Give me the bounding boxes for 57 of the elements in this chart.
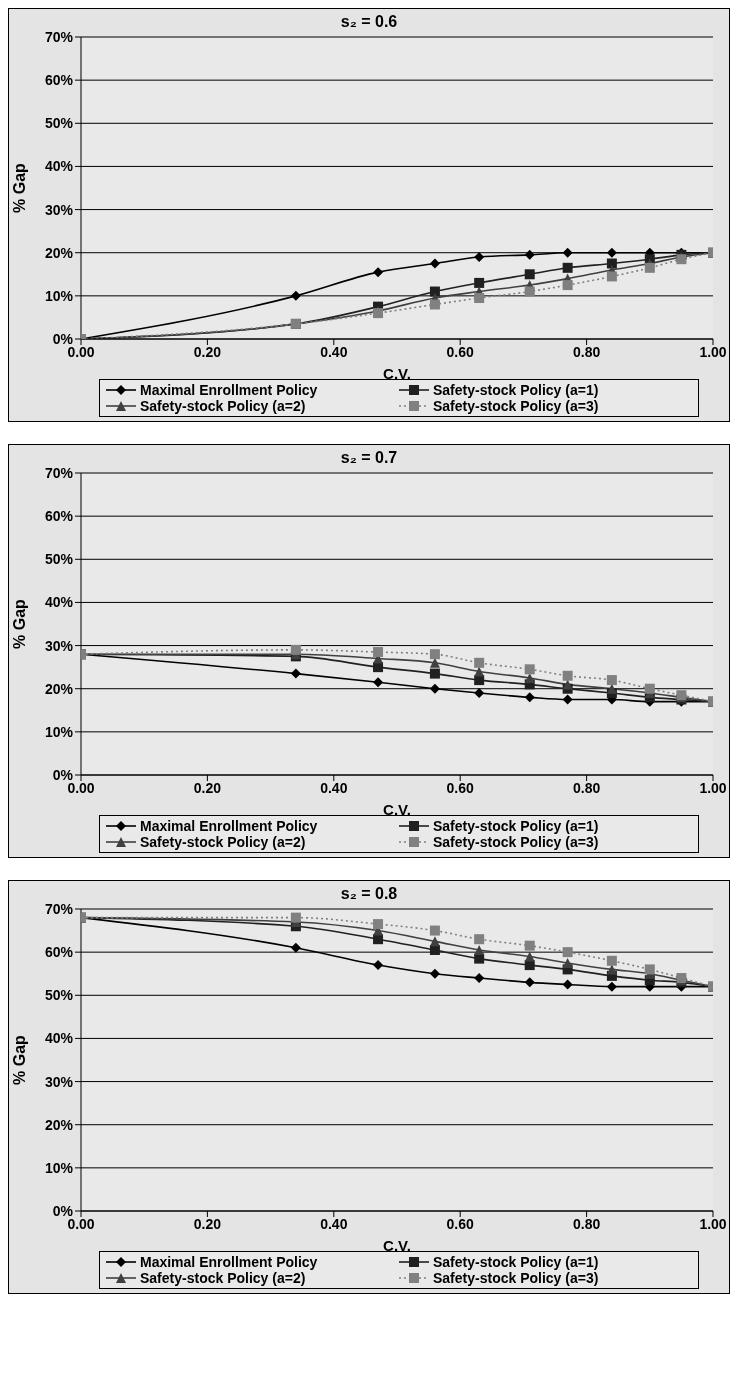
y-axis-title: % Gap (10, 598, 28, 649)
y-tick-label: 40% (44, 594, 74, 611)
y-tick-label: 50% (44, 987, 74, 1004)
x-tick-label: 0.40 (320, 1215, 348, 1232)
x-tick-label: 0.60 (446, 343, 475, 360)
x-tick-label: 0.60 (446, 779, 475, 796)
legend-label: Safety-stock Policy (a=1) (433, 382, 599, 398)
chart-title: s₂ = 0.8 (340, 885, 398, 902)
chart-title: s₂ = 0.7 (340, 449, 398, 466)
y-tick-label: 70% (44, 900, 74, 917)
x-axis-title: C.V. (383, 801, 411, 818)
x-tick-label: 1.00 (699, 779, 727, 796)
legend-label: Safety-stock Policy (a=1) (433, 818, 599, 834)
y-tick-label: 20% (44, 680, 74, 697)
legend-label: Safety-stock Policy (a=3) (433, 1270, 599, 1286)
x-tick-label: 0.40 (320, 343, 348, 360)
legend-label: Maximal Enrollment Policy (140, 818, 318, 834)
y-axis-title: % Gap (10, 162, 28, 213)
legend-label: Safety-stock Policy (a=3) (433, 834, 599, 850)
chart-title: s₂ = 0.6 (340, 13, 398, 30)
x-axis-title: C.V. (383, 365, 411, 382)
y-tick-label: 50% (44, 115, 74, 132)
y-axis-title: % Gap (10, 1034, 28, 1085)
y-tick-label: 70% (44, 464, 74, 481)
y-tick-label: 30% (44, 637, 74, 654)
legend-label: Safety-stock Policy (a=2) (140, 834, 306, 850)
legend-label: Safety-stock Policy (a=3) (433, 398, 599, 414)
legend-label: Safety-stock Policy (a=2) (140, 398, 306, 414)
y-tick-label: 20% (44, 1116, 74, 1133)
x-tick-label: 0.80 (572, 343, 601, 360)
y-tick-label: 30% (44, 201, 74, 218)
y-tick-label: 40% (44, 158, 74, 175)
x-tick-label: 1.00 (699, 1215, 727, 1232)
y-tick-label: 70% (44, 28, 74, 45)
x-tick-label: 0.20 (193, 779, 222, 796)
legend-label: Maximal Enrollment Policy (140, 382, 318, 398)
x-tick-label: 0.80 (572, 1215, 601, 1232)
y-tick-label: 60% (44, 508, 74, 525)
x-tick-label: 0.20 (193, 343, 222, 360)
y-tick-label: 10% (44, 723, 74, 740)
y-tick-label: 50% (44, 551, 74, 568)
x-tick-label: 0.80 (572, 779, 601, 796)
x-tick-label: 0.60 (446, 1215, 475, 1232)
y-tick-label: 30% (44, 1073, 74, 1090)
y-tick-label: 60% (44, 944, 74, 961)
y-tick-label: 60% (44, 72, 74, 89)
y-tick-label: 10% (44, 1159, 74, 1176)
x-tick-label: 1.00 (699, 343, 727, 360)
y-tick-label: 20% (44, 244, 74, 261)
legend-label: Safety-stock Policy (a=1) (433, 1254, 599, 1270)
legend-label: Safety-stock Policy (a=2) (140, 1270, 306, 1286)
x-tick-label: 0.20 (193, 1215, 222, 1232)
x-tick-label: 0.40 (320, 779, 348, 796)
y-tick-label: 10% (44, 287, 74, 304)
legend-label: Maximal Enrollment Policy (140, 1254, 318, 1270)
x-axis-title: C.V. (383, 1237, 411, 1254)
y-tick-label: 40% (44, 1030, 74, 1047)
